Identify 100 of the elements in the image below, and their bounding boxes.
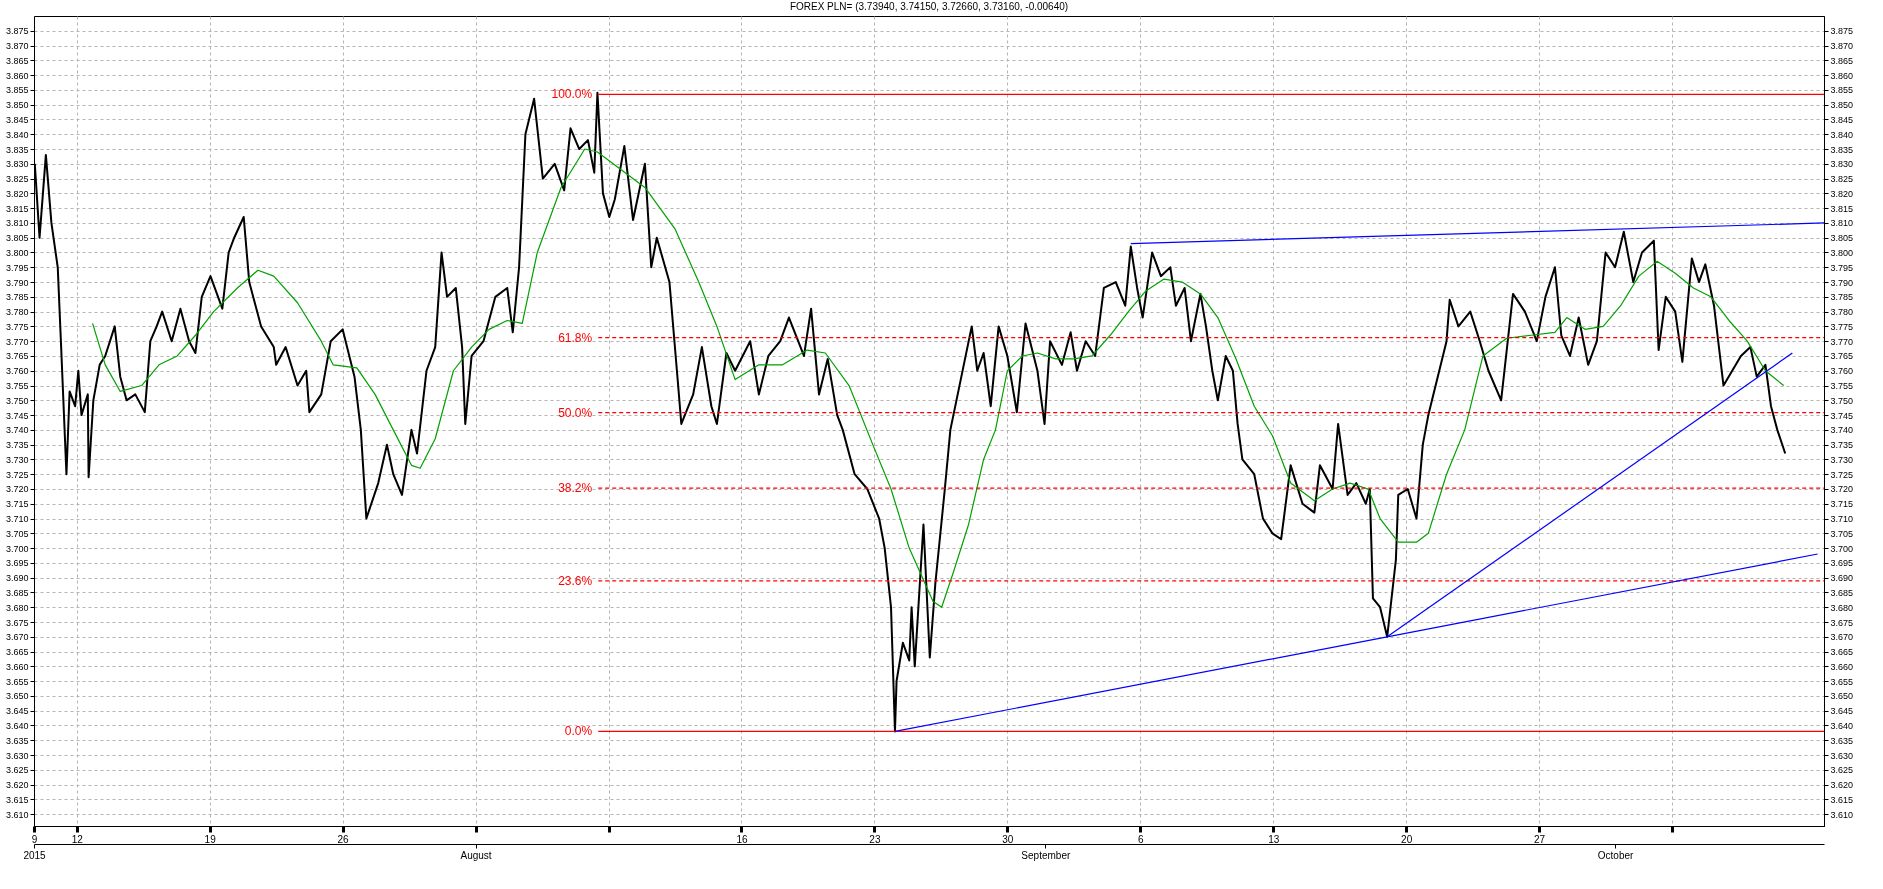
x-tick-label: 9 xyxy=(31,833,38,845)
y2-tick-label: 3.730 xyxy=(1830,454,1854,465)
x-tick-label: 12 xyxy=(71,833,84,845)
x-tick-label: 13 xyxy=(1268,833,1280,845)
y-tick-label: 3.610 xyxy=(5,809,29,820)
y-tick-label: 3.780 xyxy=(5,307,29,318)
y2-tick-label: 3.770 xyxy=(1830,336,1854,347)
y2-tick-label: 3.865 xyxy=(1830,55,1854,66)
y2-tick-label: 3.805 xyxy=(1830,233,1854,244)
y2-tick-label: 3.775 xyxy=(1830,321,1854,332)
y2-tick-label: 3.815 xyxy=(1830,203,1854,214)
x-tick-label: 20 xyxy=(1401,833,1413,845)
y-tick-label: 3.725 xyxy=(5,469,29,480)
y2-tick-label: 3.755 xyxy=(1830,381,1854,392)
y2-tick-label: 3.660 xyxy=(1830,661,1854,672)
series-label: 61.8% xyxy=(558,330,593,345)
y2-tick-label: 3.820 xyxy=(1830,188,1854,199)
y-tick-label: 3.755 xyxy=(5,381,29,392)
y-tick-label: 3.715 xyxy=(5,499,29,510)
y-tick-label: 3.750 xyxy=(5,395,29,406)
y2-tick-label: 3.620 xyxy=(1830,780,1854,791)
y2-tick-label: 3.690 xyxy=(1830,573,1854,584)
y2-tick-label: 3.765 xyxy=(1830,351,1854,362)
y-tick-label: 3.650 xyxy=(5,691,29,702)
y2-tick-label: 3.655 xyxy=(1830,676,1854,687)
y-tick-label: 3.775 xyxy=(5,321,29,332)
y2-tick-label: 3.845 xyxy=(1830,114,1854,125)
y-tick-label: 3.655 xyxy=(5,676,29,687)
y2-tick-label: 3.680 xyxy=(1830,602,1854,613)
y-tick-label: 3.850 xyxy=(5,100,29,111)
y-tick-label: 3.615 xyxy=(5,794,29,805)
y-tick-label: 3.805 xyxy=(5,233,29,244)
y-tick-label: 3.645 xyxy=(5,706,29,717)
y-tick-label: 3.630 xyxy=(5,750,29,761)
y-tick-label: 3.635 xyxy=(5,735,29,746)
y2-tick-label: 3.650 xyxy=(1830,691,1854,702)
y-tick-label: 3.760 xyxy=(5,366,29,377)
y2-tick-label: 3.715 xyxy=(1830,499,1854,510)
y2-tick-label: 3.610 xyxy=(1830,809,1854,820)
y2-tick-label: 3.840 xyxy=(1830,129,1854,140)
y-tick-label: 3.865 xyxy=(5,55,29,66)
y-tick-label: 3.745 xyxy=(5,410,29,421)
chart-title: FOREX PLN= (3.73940, 3.74150, 3.72660, 3.73160, -0.00640) xyxy=(789,1,1069,12)
y-tick-label: 3.640 xyxy=(5,720,29,731)
y-tick-label: 3.820 xyxy=(5,188,29,199)
y2-tick-label: 3.670 xyxy=(1830,632,1854,643)
y-tick-label: 3.825 xyxy=(5,174,29,185)
y2-tick-label: 3.720 xyxy=(1830,484,1854,495)
y-tick-label: 3.695 xyxy=(5,558,29,569)
y2-tick-label: 3.645 xyxy=(1830,706,1854,717)
series-label: 23.6% xyxy=(558,573,593,588)
x-tick-label: 26 xyxy=(337,833,350,845)
y2-tick-label: 3.825 xyxy=(1830,174,1854,185)
y2-tick-label: 3.735 xyxy=(1830,440,1854,451)
y2-tick-label: 3.855 xyxy=(1830,85,1854,96)
x2-tick-label: 2015 xyxy=(23,849,47,861)
y2-tick-label: 3.830 xyxy=(1830,159,1854,170)
y-tick-label: 3.870 xyxy=(5,41,29,52)
y2-tick-label: 3.810 xyxy=(1830,218,1854,229)
x-tick-label: 23 xyxy=(869,833,881,845)
y-tick-label: 3.785 xyxy=(5,292,29,303)
y2-tick-label: 3.685 xyxy=(1830,587,1854,598)
y2-tick-label: 3.780 xyxy=(1830,307,1854,318)
y-tick-label: 3.740 xyxy=(5,425,29,436)
y2-tick-label: 3.705 xyxy=(1830,528,1854,539)
y-tick-label: 3.670 xyxy=(5,632,29,643)
y2-tick-label: 3.675 xyxy=(1830,617,1854,628)
series-label: 38.2% xyxy=(558,481,593,496)
y-tick-label: 3.705 xyxy=(5,528,29,539)
y2-tick-label: 3.615 xyxy=(1830,794,1854,805)
y-tick-label: 3.815 xyxy=(5,203,29,214)
y-tick-label: 3.860 xyxy=(5,70,29,81)
y2-tick-label: 3.795 xyxy=(1830,262,1854,273)
y-tick-label: 3.690 xyxy=(5,573,29,584)
x2-tick-label: August xyxy=(460,849,492,861)
y2-tick-label: 3.745 xyxy=(1830,410,1854,421)
y-tick-label: 3.790 xyxy=(5,277,29,288)
x-tick-label: 27 xyxy=(1534,833,1546,845)
y2-tick-label: 3.700 xyxy=(1830,543,1854,554)
y2-tick-label: 3.630 xyxy=(1830,750,1854,761)
y-tick-label: 3.735 xyxy=(5,440,29,451)
y-tick-label: 3.810 xyxy=(5,218,29,229)
series-label: 0.0% xyxy=(564,724,593,739)
y2-tick-label: 3.800 xyxy=(1830,248,1854,258)
y2-tick-label: 3.695 xyxy=(1830,558,1854,569)
x-tick-label: 30 xyxy=(1002,833,1014,845)
series-label: 50.0% xyxy=(558,405,593,420)
x-tick-label: 19 xyxy=(204,833,217,845)
y2-tick-label: 3.790 xyxy=(1830,277,1854,288)
y-tick-label: 3.835 xyxy=(5,144,29,155)
y-tick-label: 3.795 xyxy=(5,262,29,273)
y-tick-label: 3.875 xyxy=(5,26,29,37)
y2-tick-label: 3.640 xyxy=(1830,720,1854,731)
y-tick-label: 3.660 xyxy=(5,661,29,672)
y-tick-label: 3.720 xyxy=(5,484,29,495)
y2-tick-label: 3.785 xyxy=(1830,292,1854,303)
series-label: 100.0% xyxy=(551,87,593,102)
y-tick-label: 3.625 xyxy=(5,765,29,776)
y-tick-label: 3.680 xyxy=(5,602,29,613)
y-tick-label: 3.675 xyxy=(5,617,29,628)
